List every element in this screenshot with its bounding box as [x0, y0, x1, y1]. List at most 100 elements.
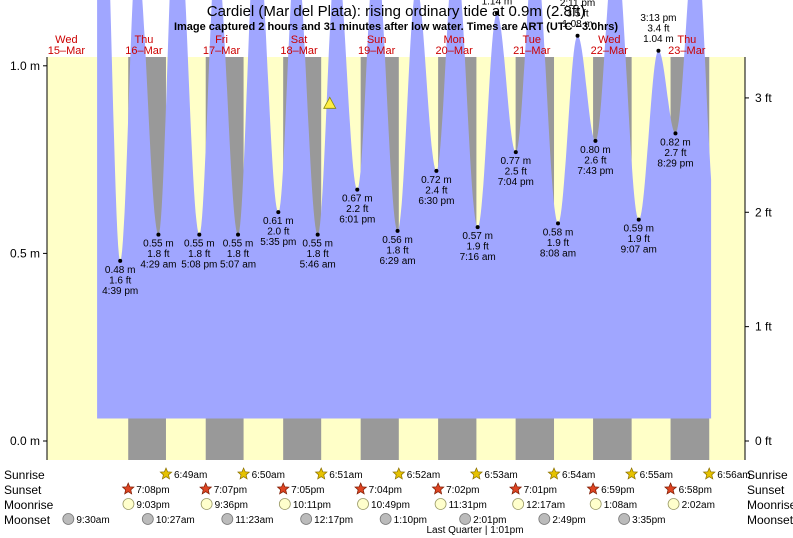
sunrise-icon [392, 467, 406, 480]
sunset-time: 7:05pm [291, 485, 324, 496]
sunset-icon [199, 482, 213, 495]
sunrise-time: 6:50am [252, 470, 285, 481]
low-tide-label: 4:39 pm [102, 286, 138, 297]
day-date: 15–Mar [48, 45, 86, 57]
low-tide-label: 8:08 am [540, 248, 576, 259]
moonrise-time: 10:11pm [293, 500, 331, 511]
moonrise-time: 1:08am [604, 500, 637, 511]
low-tide-label: 2.6 ft [584, 155, 606, 166]
moonset-icon [62, 513, 75, 525]
day-name: Mon [443, 34, 464, 46]
axes: 0.0 m0.5 m1.0 m1.5 m2.0 m0 ft1 ft2 ft3 f… [10, 57, 772, 460]
moonrise-icon [122, 498, 135, 510]
y-tick-label-m: 1.0 m [10, 59, 40, 73]
low-tide-point [636, 217, 641, 222]
y-tick-label-ft: 0 ft [755, 434, 772, 448]
day-name: Tue [522, 34, 541, 46]
low-tide-label: 4:29 am [140, 260, 176, 271]
low-tide-label: 1.8 ft [386, 245, 408, 256]
low-tide-point [236, 232, 241, 237]
high-tide-label: 3:13 pm [640, 13, 676, 24]
sunset-time: 7:04pm [369, 485, 402, 496]
y-tick-label-ft: 3 ft [755, 91, 772, 105]
high-tide-label: 3.4 ft [647, 23, 669, 34]
moonrise-time: 12:17am [526, 500, 565, 511]
low-tide-label: 0.57 m [462, 231, 493, 242]
sunset-time: 7:01pm [524, 485, 557, 496]
moonrise-icon [589, 498, 602, 510]
low-tide-point [315, 232, 320, 237]
sunrise-time: 6:55am [640, 470, 673, 481]
low-tide-label: 1.9 ft [547, 238, 569, 249]
moonset-icon [300, 513, 313, 525]
low-tide-point [276, 210, 281, 215]
low-tide-label: 0.77 m [500, 156, 531, 167]
low-tide-label: 1.8 ft [227, 249, 249, 260]
low-tide-label: 5:08 pm [181, 260, 217, 271]
high-tide-label: 1.08 m [562, 19, 593, 30]
low-tide-label: 0.55 m [302, 239, 333, 250]
sunset-icon [509, 482, 523, 495]
sunrise-time: 6:56am [717, 470, 750, 481]
low-tide-point [475, 225, 480, 230]
low-tide-label: 7:04 pm [498, 177, 534, 188]
moonset-icon [459, 513, 472, 525]
day-date: 16–Mar [125, 45, 163, 57]
tide-curve [97, 0, 712, 419]
moonrise-icon [357, 498, 369, 510]
y-tick-label-ft: 1 ft [755, 320, 772, 334]
day-date: 20–Mar [436, 45, 474, 57]
sunset-icon [276, 482, 290, 495]
astro-row-label-right: Sunset [747, 483, 785, 497]
low-tide-label: 2.0 ft [267, 227, 289, 238]
y-tick-label-m: 0.0 m [10, 434, 40, 448]
low-tide-label: 1.8 ft [147, 249, 169, 260]
low-tide-label: 0.58 m [543, 227, 574, 238]
astro-row-label-left: Moonset [4, 513, 51, 527]
day-name: Wed [598, 34, 620, 46]
day-name: Wed [55, 34, 77, 46]
sunrise-time: 6:51am [329, 470, 362, 481]
high-tide-point [494, 11, 499, 16]
low-tide-label: 7:43 pm [577, 166, 613, 177]
low-tide-label: 0.59 m [623, 224, 654, 235]
moonrise-time: 9:36pm [215, 500, 248, 511]
sunset-time: 7:02pm [446, 485, 479, 496]
low-tide-point [118, 258, 123, 263]
moonrise-time: 2:02am [682, 500, 715, 511]
day-name: Thu [677, 34, 696, 46]
moonrise-icon [667, 498, 680, 510]
low-tide-label: 1.9 ft [467, 242, 489, 253]
sunrise-icon [237, 467, 251, 480]
low-tide-point [395, 228, 400, 233]
moonset-time: 2:01pm [473, 515, 506, 526]
low-tide-label: 1.6 ft [109, 275, 131, 286]
moonset-time: 11:23am [235, 515, 273, 526]
low-tide-point [197, 232, 202, 237]
current-level-marker [323, 96, 337, 109]
tide-labels: Wed15–MarThu16–MarFri17–MarSat18–MarSun1… [48, 0, 706, 297]
sunrise-icon [625, 467, 639, 480]
sunset-time: 6:58pm [679, 485, 712, 496]
low-tide-label: 0.55 m [184, 239, 215, 250]
low-tide-point [556, 221, 561, 226]
astro-row-label-right: Moonset [747, 513, 793, 527]
day-date: 19–Mar [358, 45, 396, 57]
low-tide-label: 2.7 ft [664, 148, 686, 159]
moonset-icon [379, 513, 392, 525]
moonrise-icon [512, 498, 525, 510]
low-tide-label: 0.48 m [105, 265, 136, 276]
sunset-icon [354, 482, 368, 495]
sunrise-time: 6:52am [407, 470, 440, 481]
low-tide-point [434, 168, 439, 173]
high-tide-point [575, 33, 580, 38]
low-tide-label: 0.82 m [660, 137, 691, 148]
low-tide-label: 0.56 m [382, 235, 413, 246]
astro-row-label-right: Moonrise [747, 498, 793, 512]
sunrise-time: 6:49am [174, 470, 207, 481]
low-tide-label: 5:35 pm [260, 237, 296, 248]
low-tide-label: 7:16 am [460, 252, 496, 263]
day-name: Thu [134, 34, 153, 46]
day-date: 21–Mar [513, 45, 551, 57]
